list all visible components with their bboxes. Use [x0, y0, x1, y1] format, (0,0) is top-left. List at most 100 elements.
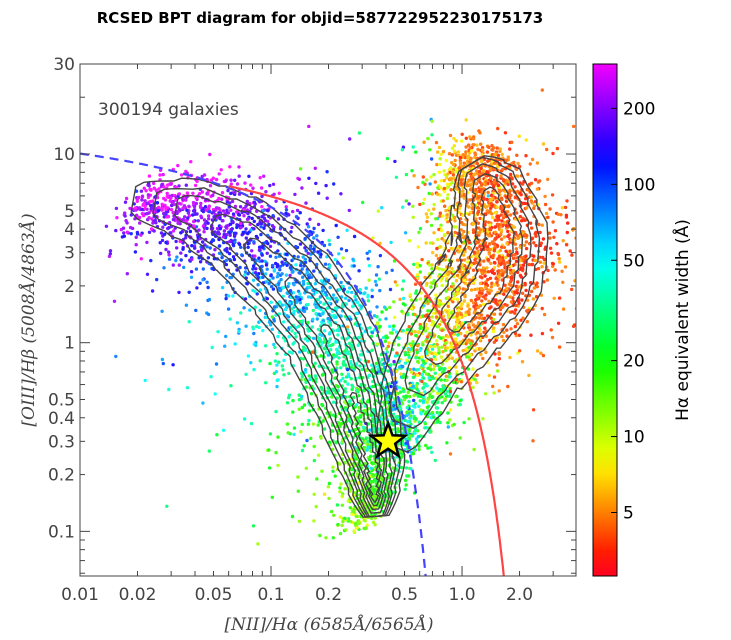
scatter-point — [444, 158, 448, 163]
scatter-point — [107, 254, 112, 259]
scatter-point — [401, 279, 406, 283]
scatter-point — [244, 236, 248, 240]
scatter-point — [435, 386, 439, 390]
scatter-point — [500, 197, 504, 202]
scatter-point — [453, 215, 457, 220]
scatter-point — [312, 458, 317, 463]
scatter-point — [429, 445, 433, 450]
scatter-point — [545, 147, 549, 152]
scatter-point — [150, 199, 155, 203]
scatter-point — [301, 306, 306, 310]
scatter-point — [133, 250, 138, 254]
scatter-point — [378, 318, 382, 322]
scatter-point — [464, 136, 468, 140]
scatter-point — [174, 195, 178, 199]
scatter-point — [258, 221, 262, 226]
scatter-point — [431, 367, 436, 371]
scatter-point — [319, 279, 323, 283]
scatter-point — [492, 266, 497, 270]
scatter-point — [372, 328, 377, 332]
scatter-point — [367, 373, 372, 378]
scatter-point — [269, 284, 274, 289]
scatter-point — [175, 246, 179, 250]
scatter-point — [329, 509, 334, 514]
scatter-point — [492, 249, 496, 253]
scatter-point — [486, 190, 490, 195]
scatter-point — [437, 170, 442, 174]
scatter-point — [570, 253, 574, 257]
scatter-point — [304, 249, 308, 253]
scatter-point — [142, 202, 146, 206]
scatter-point — [142, 186, 146, 190]
scatter-point — [425, 400, 429, 404]
scatter-point — [455, 187, 459, 191]
scatter-point — [292, 309, 296, 314]
scatter-point — [229, 182, 233, 186]
scatter-point — [291, 410, 295, 414]
scatter-point — [434, 352, 438, 357]
scatter-point — [108, 249, 113, 253]
scatter-point — [497, 352, 501, 356]
scatter-point — [452, 149, 457, 153]
scatter-point — [438, 214, 442, 218]
scatter-point — [403, 361, 408, 365]
scatter-point — [276, 334, 280, 339]
scatter-point — [449, 166, 453, 170]
scatter-point — [250, 249, 254, 253]
scatter-point — [483, 274, 487, 278]
scatter-point — [321, 419, 325, 423]
scatter-point — [430, 375, 434, 379]
scatter-point — [135, 232, 140, 236]
scatter-point — [189, 160, 193, 164]
scatter-point — [300, 319, 304, 324]
scatter-point — [327, 391, 332, 395]
scatter-point — [207, 206, 211, 211]
scatter-point — [157, 187, 161, 191]
scatter-point — [344, 296, 348, 300]
scatter-point — [487, 145, 491, 149]
scatter-point — [129, 232, 133, 236]
scatter-point — [251, 278, 256, 282]
scatter-point — [482, 259, 486, 263]
scatter-point — [632, 198, 635, 201]
scatter-point — [407, 239, 412, 243]
scatter-point — [298, 301, 303, 305]
scatter-point — [571, 324, 576, 328]
scatter-point — [435, 406, 440, 410]
scatter-point — [335, 360, 339, 364]
scatter-point — [298, 292, 302, 296]
scatter-point — [492, 283, 497, 287]
scatter-point — [364, 526, 368, 531]
scatter-point — [412, 367, 416, 371]
scatter-point — [162, 211, 166, 216]
scatter-point — [434, 357, 438, 361]
scatter-point — [184, 183, 188, 187]
scatter-point — [228, 239, 232, 244]
scatter-point — [485, 205, 489, 209]
scatter-point — [321, 403, 325, 408]
scatter-point — [337, 356, 341, 360]
scatter-point — [407, 394, 412, 399]
scatter-point — [192, 204, 197, 209]
scatter-point — [430, 410, 435, 415]
scatter-point — [394, 330, 399, 334]
scatter-point — [465, 330, 469, 335]
scatter-point — [481, 169, 486, 173]
scatter-point — [325, 170, 329, 174]
scatter-point — [421, 343, 425, 347]
scatter-point — [375, 315, 379, 319]
scatter-point — [275, 352, 279, 356]
scatter-point — [424, 212, 429, 216]
scatter-point — [291, 342, 295, 346]
scatter-point — [199, 205, 203, 210]
scatter-point — [464, 150, 468, 154]
scatter-point — [531, 439, 535, 443]
scatter-point — [469, 298, 473, 303]
scatter-point — [378, 288, 382, 293]
scatter-point — [477, 129, 481, 133]
scatter-point — [171, 211, 175, 215]
scatter-point — [312, 292, 316, 296]
scatter-point — [246, 231, 250, 236]
scatter-point — [226, 307, 231, 311]
scatter-point — [421, 180, 425, 185]
